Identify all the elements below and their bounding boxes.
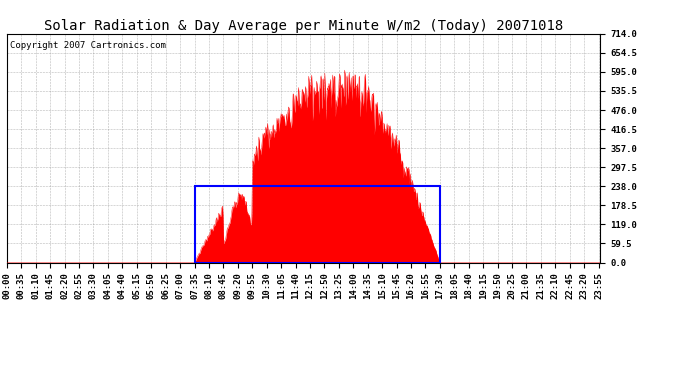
Text: Copyright 2007 Cartronics.com: Copyright 2007 Cartronics.com	[10, 40, 166, 50]
Bar	[195, 186, 440, 262]
Title: Solar Radiation & Day Average per Minute W/m2 (Today) 20071018: Solar Radiation & Day Average per Minute…	[44, 19, 563, 33]
